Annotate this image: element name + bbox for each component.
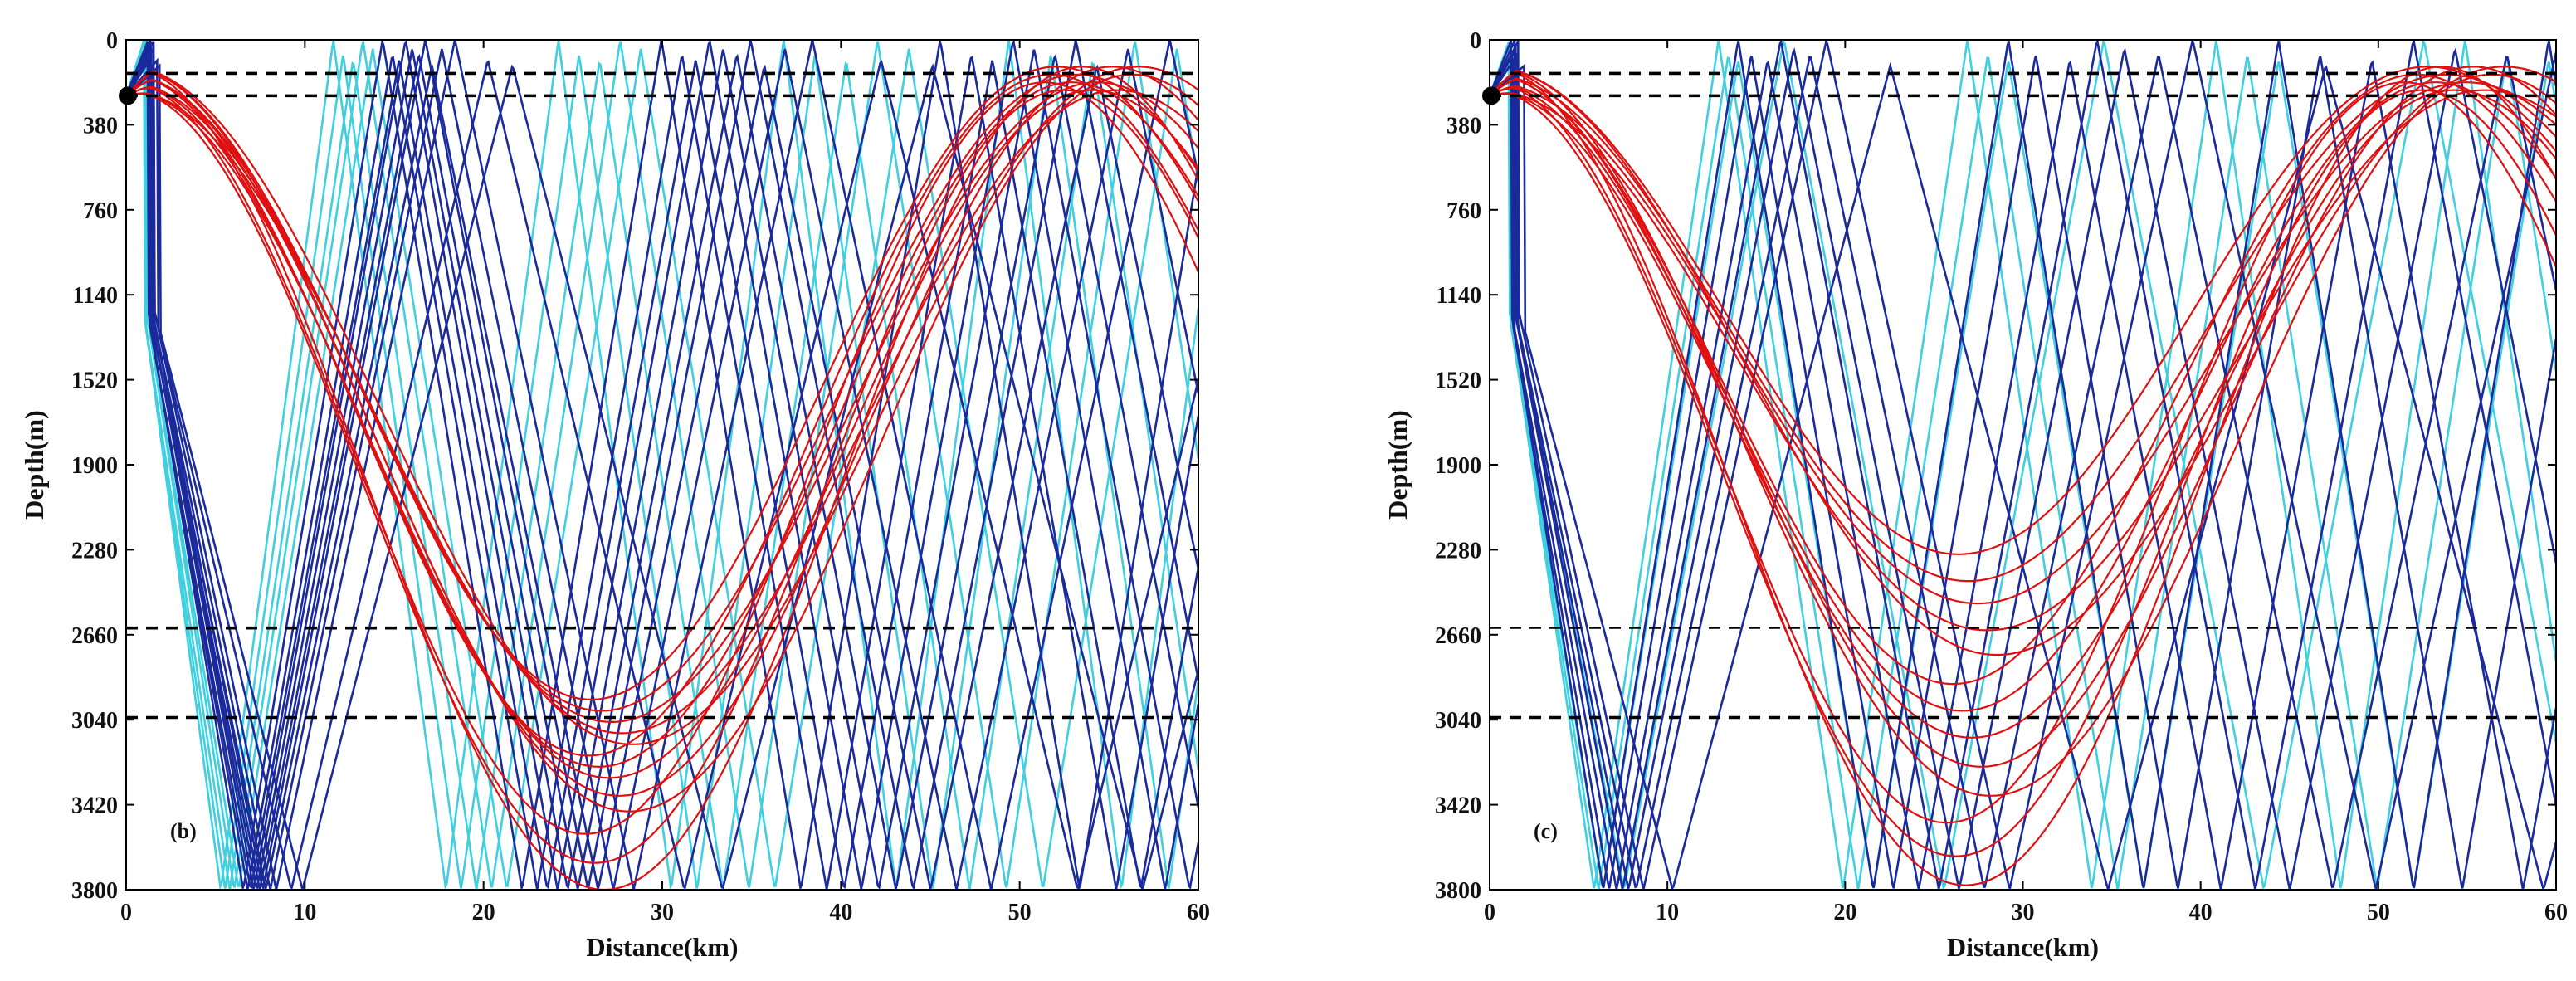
x-tick-label: 60 bbox=[2544, 900, 2568, 925]
ray-refracted-3 bbox=[1490, 89, 2556, 632]
x-tick-label: 30 bbox=[651, 900, 674, 925]
y-axis-label-b: Depth(m) bbox=[19, 410, 49, 520]
ray-refracted-10 bbox=[1490, 81, 2556, 824]
ray-refracted-12 bbox=[1490, 66, 2556, 886]
source-marker bbox=[119, 86, 137, 105]
ray-bounce-1-7 bbox=[126, 63, 1198, 890]
x-tick-label: 40 bbox=[829, 900, 852, 925]
ray-bounce-0-0 bbox=[1490, 41, 2556, 889]
y-tick-label: 1140 bbox=[73, 283, 118, 309]
chart-panel-b: 0 10 20 30 40 50 60038076011401520190022802660… bbox=[19, 28, 1210, 962]
x-axis-label-b: Distance(km) bbox=[586, 932, 738, 962]
x-tick-label: 10 bbox=[293, 900, 316, 925]
ray-bounce-1-6 bbox=[126, 40, 1198, 890]
ray-bounce-1-5 bbox=[126, 51, 1198, 890]
y-tick-label: 760 bbox=[1447, 198, 1481, 224]
y-tick-label: 3420 bbox=[1435, 793, 1481, 819]
y-tick-label: 2280 bbox=[71, 538, 118, 564]
x-tick-label: 30 bbox=[2012, 900, 2035, 925]
ray-bounce-0-4 bbox=[126, 48, 1198, 887]
ray-bounce-1-11 bbox=[126, 63, 1198, 890]
axis-ticks-c: 0 10 20 30 40 50 60038076011401520190022802660… bbox=[1435, 28, 2568, 925]
panel-label-c: (c) bbox=[1534, 819, 1558, 843]
ray-bounce-0-3 bbox=[126, 40, 1198, 888]
y-tick-label: 1140 bbox=[1437, 283, 1481, 309]
ray-refracted-2 bbox=[1490, 81, 2556, 605]
y-tick-label: 380 bbox=[83, 113, 118, 139]
ray-bounce-1-3 bbox=[1490, 40, 2556, 890]
x-tick-label: 20 bbox=[1833, 900, 1856, 925]
x-tick-label: 60 bbox=[1187, 900, 1210, 925]
ray-bounce-1-5 bbox=[1490, 51, 2556, 889]
axis-ticks-b: 0 10 20 30 40 50 60038076011401520190022802660… bbox=[71, 28, 1210, 925]
ray-refracted-9 bbox=[1490, 73, 2556, 797]
plot-area-b bbox=[126, 40, 1198, 890]
ray-bounce-1-2 bbox=[1490, 57, 2556, 890]
ray-refracted-11 bbox=[1490, 89, 2556, 857]
y-tick-label: 1520 bbox=[71, 368, 118, 394]
ray-refracted-0 bbox=[1490, 66, 2556, 555]
ray-bounce-1-10 bbox=[126, 57, 1198, 890]
y-tick-label: 2660 bbox=[1435, 623, 1481, 649]
x-axis-label-c: Distance(km) bbox=[1947, 932, 2099, 962]
ray-refracted-10 bbox=[126, 81, 1198, 835]
ray-bounce-1-2 bbox=[126, 58, 1198, 890]
ray-bounce-1-9 bbox=[126, 40, 1198, 890]
ray-refracted-12 bbox=[126, 66, 1198, 890]
x-tick-label: 50 bbox=[2367, 900, 2390, 925]
y-axis-label-c: Depth(m) bbox=[1383, 410, 1412, 520]
y-tick-label: 2660 bbox=[71, 623, 118, 649]
x-tick-label: 10 bbox=[1656, 900, 1679, 925]
y-tick-label: 3040 bbox=[71, 708, 118, 734]
y-tick-label: 0 bbox=[106, 28, 118, 54]
x-tick-label: 50 bbox=[1008, 900, 1032, 925]
ray-refracted-4 bbox=[126, 66, 1198, 745]
y-tick-label: 3040 bbox=[1435, 708, 1481, 734]
y-tick-label: 1900 bbox=[71, 453, 118, 479]
y-tick-label: 1520 bbox=[1435, 368, 1481, 394]
ray-bounce-1-1 bbox=[1490, 54, 2556, 889]
axes-frame-c bbox=[1489, 39, 2557, 891]
ray-bounce-0-3 bbox=[1490, 40, 2556, 890]
series-refracted-2 bbox=[1490, 66, 2556, 886]
ray-refracted-9 bbox=[126, 73, 1198, 813]
chart-panel-c: 0 10 20 30 40 50 60038076011401520190022802660… bbox=[1383, 28, 2568, 962]
ray-bounce-0-1 bbox=[126, 55, 1198, 889]
y-tick-label: 3420 bbox=[71, 793, 118, 819]
x-tick-label: 0 bbox=[1484, 900, 1495, 925]
y-tick-label: 3800 bbox=[71, 878, 118, 904]
x-tick-label: 0 bbox=[120, 900, 132, 925]
panel-label-b: (b) bbox=[170, 819, 197, 843]
y-tick-label: 0 bbox=[1470, 28, 1481, 54]
axes-frame-b bbox=[125, 39, 1199, 891]
x-tick-label: 20 bbox=[472, 900, 495, 925]
y-tick-label: 2280 bbox=[1435, 538, 1481, 564]
y-tick-label: 3800 bbox=[1435, 878, 1481, 904]
series-refracted-2 bbox=[126, 66, 1198, 890]
plot-area-c bbox=[1490, 40, 2556, 890]
ray-refracted-8 bbox=[1490, 66, 2556, 768]
ray-bounce-0-2 bbox=[126, 56, 1198, 890]
x-tick-label: 40 bbox=[2189, 900, 2213, 925]
y-tick-label: 760 bbox=[83, 198, 118, 224]
ray-refracted-3 bbox=[126, 89, 1198, 735]
source-marker bbox=[1482, 86, 1500, 105]
y-tick-label: 380 bbox=[1447, 113, 1481, 139]
ray-bounce-1-6 bbox=[1490, 40, 2556, 890]
ray-refracted-11 bbox=[126, 89, 1198, 864]
ray-bounce-1-7 bbox=[1490, 61, 2556, 890]
y-tick-label: 1900 bbox=[1435, 453, 1481, 479]
